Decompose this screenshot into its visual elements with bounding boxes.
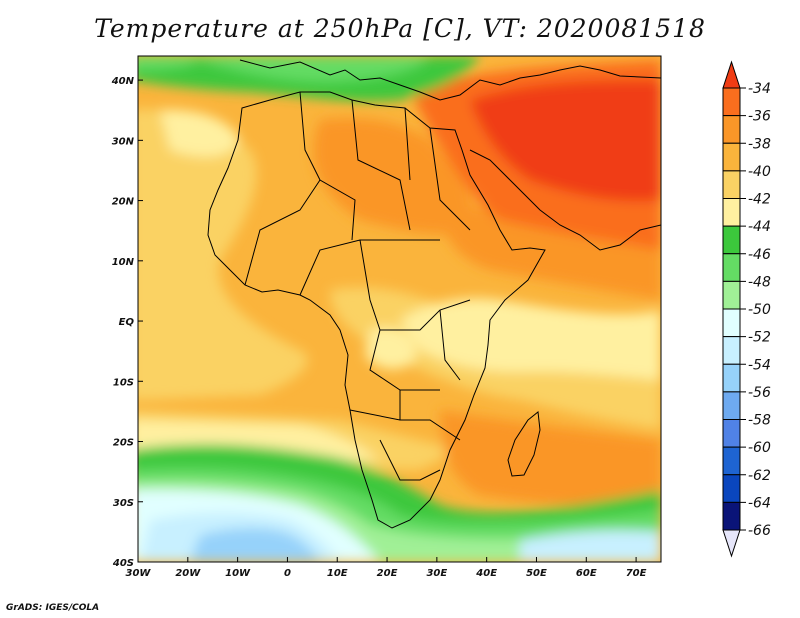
- colorbar-label: -62: [748, 468, 771, 484]
- y-tick-label: 20N: [112, 197, 135, 208]
- colorbar-swatch: [722, 198, 741, 227]
- colorbar-label: -48: [748, 274, 771, 290]
- colorbar-label: -34: [748, 81, 771, 97]
- x-tick-label: 70E: [626, 568, 647, 579]
- mediterranean-north: [239, 59, 661, 101]
- colorbar-swatch: [722, 308, 741, 338]
- x-tick-label: 0: [284, 568, 291, 579]
- coastlines: [207, 59, 661, 529]
- colorbar-swatch: [722, 446, 741, 476]
- colorbar-label: -66: [748, 523, 771, 539]
- map-title: Temperature at 250hPa [C], VT: 202008151…: [94, 14, 706, 43]
- x-tick-label: 20W: [175, 568, 201, 579]
- map-frame: [137, 55, 662, 563]
- madagascar-coastline: [507, 411, 541, 477]
- colorbar-label: -46: [748, 247, 771, 263]
- colorbar-label: -44: [748, 219, 771, 235]
- colorbar-label: -56: [748, 385, 771, 401]
- colorbar-label: -42: [748, 192, 771, 208]
- y-tick-label: 30S: [113, 498, 134, 509]
- y-axis: 40N 30N 20N 10N EQ 10S 20S 30S 40S: [111, 76, 143, 569]
- colorbar-label: -60: [748, 440, 771, 456]
- colorbar-swatch: [722, 391, 741, 420]
- arabia-coastline: [469, 149, 661, 251]
- y-tick-label: 40S: [112, 558, 134, 569]
- field-band-44: [400, 298, 661, 380]
- colorbar-swatch: [722, 87, 741, 117]
- field-band-48: [138, 56, 200, 70]
- colorbar-label: -36: [748, 109, 771, 125]
- colorbar-swatch: [722, 336, 741, 365]
- grads-credit: GrADS: IGES/COLA: [6, 603, 100, 613]
- colorbar-swatch: [722, 142, 741, 172]
- x-tick-label: 10E: [327, 568, 348, 579]
- colorbar-bottom-arrow: [722, 529, 741, 558]
- x-tick-label: 60E: [576, 568, 597, 579]
- colorbar-swatch: [722, 419, 741, 448]
- colorbar-swatch: [722, 115, 741, 144]
- field-band-44: [160, 109, 240, 157]
- x-tick-label: 40E: [475, 568, 497, 579]
- y-tick-label: 20S: [113, 438, 134, 449]
- temperature-field: [138, 56, 661, 562]
- colorbar-label: -58: [748, 413, 771, 429]
- x-tick-label: 30E: [426, 568, 447, 579]
- x-tick-label: 20E: [377, 568, 398, 579]
- y-tick-label: 10N: [112, 257, 135, 268]
- africa-coastline: [207, 91, 546, 529]
- x-axis: 30W 20W 10W 0 10E 20E 30E 40E 50E 60E 70E: [126, 557, 647, 579]
- field-band-54: [520, 530, 661, 562]
- colorbar-swatch: [722, 474, 741, 503]
- y-tick-label: 40N: [111, 76, 135, 87]
- colorbar-label: -50: [748, 302, 771, 318]
- y-tick-label: 10S: [113, 377, 134, 388]
- field-band-34: [470, 80, 661, 202]
- x-tick-label: 30W: [126, 568, 152, 579]
- y-tick-label: 30N: [112, 136, 135, 147]
- x-tick-label: 50E: [526, 568, 547, 579]
- colorbar-label: -52: [748, 330, 771, 346]
- colorbar-swatch: [722, 170, 741, 199]
- field-band-56: [190, 528, 320, 562]
- colorbar-top-arrow: [722, 60, 741, 89]
- colorbar-label: -38: [748, 136, 771, 152]
- field-band-40: [440, 410, 661, 506]
- y-tick-label: EQ: [119, 317, 135, 328]
- colorbar-swatch: [722, 225, 741, 255]
- colorbar-swatch: [722, 501, 741, 531]
- colorbar-label: -40: [748, 164, 771, 180]
- country-borders: [244, 91, 471, 481]
- field-band-42: [138, 109, 308, 400]
- x-tick-label: 10W: [225, 568, 251, 579]
- colorbar-label: -54: [748, 357, 771, 373]
- colorbar-label: -64: [748, 495, 771, 511]
- colorbar-swatch: [722, 253, 741, 282]
- colorbar-swatch: [722, 280, 741, 310]
- colorbar-swatch: [722, 363, 741, 393]
